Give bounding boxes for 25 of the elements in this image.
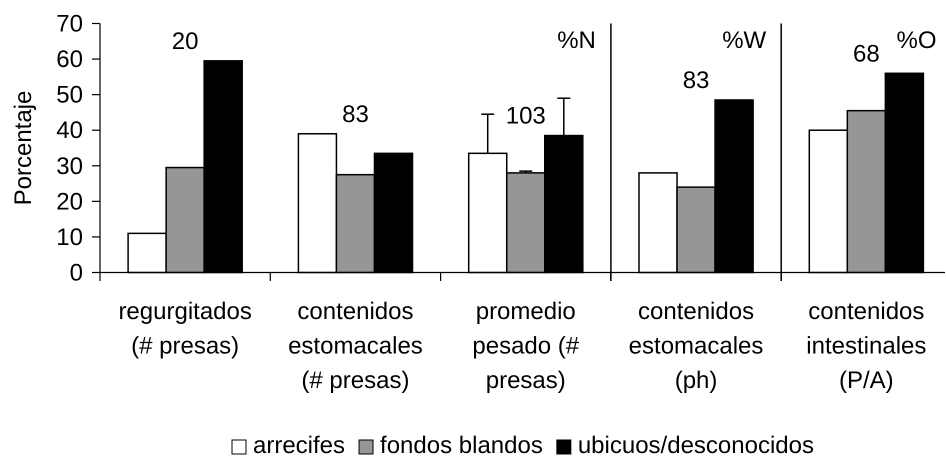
legend-label: ubicuos/desconocidos [578,432,814,458]
y-tick-label: 20 [56,188,83,215]
annotation: 20 [172,27,198,54]
annotation: 68 [853,40,880,67]
y-tick-label: 30 [56,152,83,180]
annotation: 83 [682,66,710,94]
chart-title: %N [557,26,596,54]
legend-label: arrecifes [253,432,346,458]
annotation: 103 [506,102,546,130]
x-tick-label: contenidos intestinales (P/A) [806,298,926,394]
legend-label: fondos blandos [380,432,543,458]
x-tick-label: contenidos estomacales (ph) [628,298,764,394]
x-tick-label: regurgitados (# presas) [118,298,252,360]
y-tick-label: 60 [56,46,83,73]
annotation: 83 [342,100,369,128]
y-tick-label: 0 [70,259,83,286]
x-tick-label: contenidos estomacales (# presas) [288,298,423,394]
y-tick-label: 40 [56,116,83,144]
chart-title: %W [722,26,767,54]
y-tick-label: 70 [56,10,83,37]
y-tick-label: 10 [56,223,83,250]
chart-title: %O [896,26,936,54]
x-tick-label: promedio pesado (# presas) [472,298,580,394]
y-tick-label: 50 [56,81,83,108]
y-axis-title: Porcentaje [10,90,36,206]
